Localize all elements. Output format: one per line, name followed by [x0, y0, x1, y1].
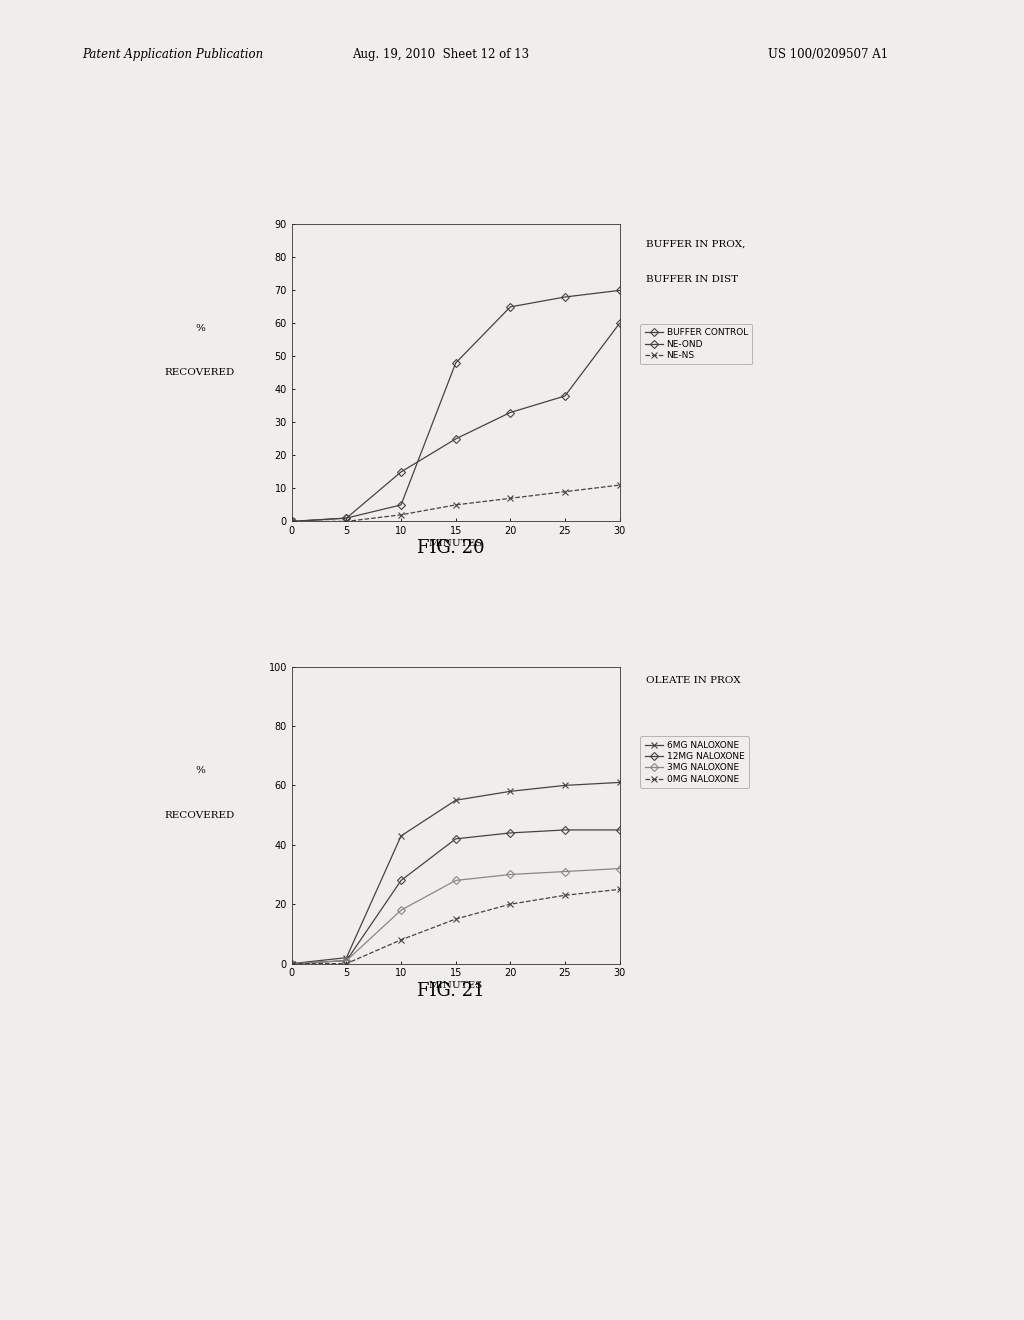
Text: US 100/0209507 A1: US 100/0209507 A1: [768, 48, 888, 61]
Legend: 6MG NALOXONE, 12MG NALOXONE, 3MG NALOXONE, 0MG NALOXONE: 6MG NALOXONE, 12MG NALOXONE, 3MG NALOXON…: [640, 737, 749, 788]
Text: BUFFER IN DIST: BUFFER IN DIST: [646, 275, 738, 284]
Text: FIG. 21: FIG. 21: [417, 982, 484, 1001]
Text: Aug. 19, 2010  Sheet 12 of 13: Aug. 19, 2010 Sheet 12 of 13: [352, 48, 528, 61]
Text: FIG. 20: FIG. 20: [417, 539, 484, 557]
X-axis label: MINUTES: MINUTES: [429, 539, 482, 548]
Text: %: %: [196, 766, 205, 775]
Text: %: %: [196, 323, 205, 333]
X-axis label: MINUTES: MINUTES: [429, 981, 482, 990]
Text: BUFFER IN PROX,: BUFFER IN PROX,: [646, 239, 745, 248]
Text: OLEATE IN PROX: OLEATE IN PROX: [646, 676, 740, 685]
Text: Patent Application Publication: Patent Application Publication: [82, 48, 263, 61]
Text: RECOVERED: RECOVERED: [165, 810, 236, 820]
Text: RECOVERED: RECOVERED: [165, 368, 236, 378]
Legend: BUFFER CONTROL, NE-OND, NE-NS: BUFFER CONTROL, NE-OND, NE-NS: [640, 323, 753, 364]
